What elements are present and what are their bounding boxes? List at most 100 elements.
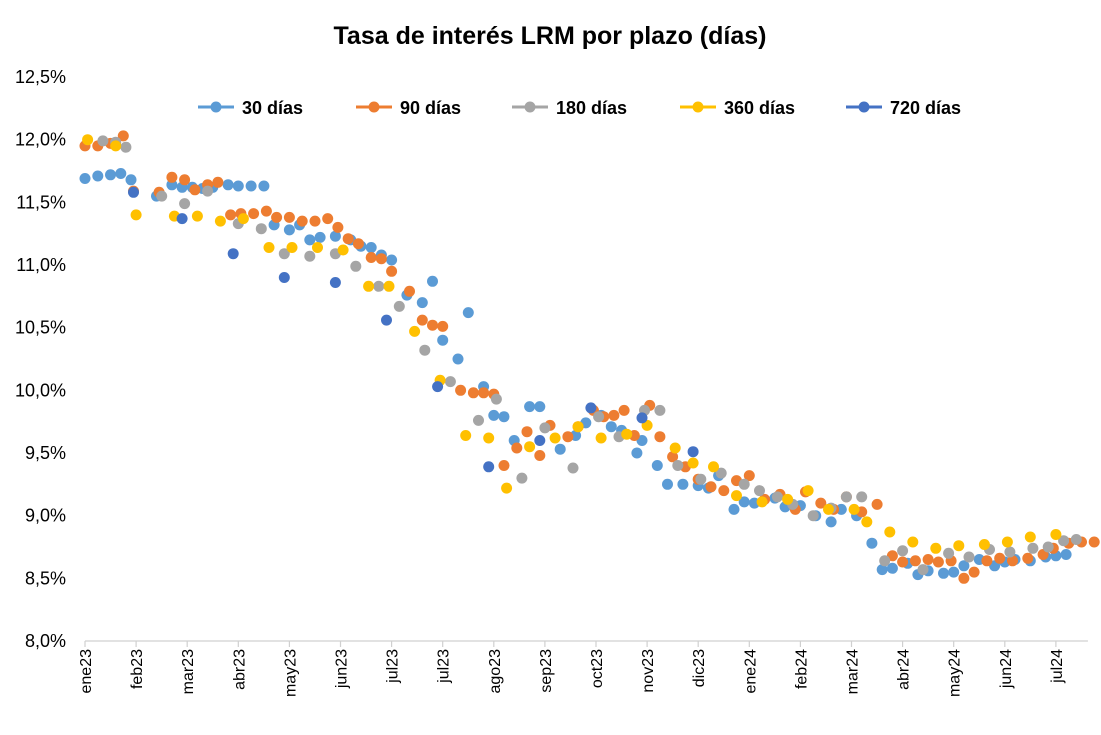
data-point: [283, 224, 295, 236]
data-point: [416, 297, 428, 309]
data-point: [654, 431, 666, 443]
series-2: [79, 130, 1100, 584]
y-tick-label: 12,5%: [15, 67, 66, 87]
data-point: [743, 470, 755, 482]
data-point: [886, 562, 898, 574]
data-point: [807, 510, 819, 522]
data-point: [534, 450, 546, 461]
data-point: [156, 190, 168, 202]
data-point: [432, 381, 444, 393]
data-point: [278, 248, 290, 260]
data-point: [309, 215, 321, 227]
plot-area: [79, 130, 1100, 584]
data-point: [840, 491, 852, 503]
data-point: [835, 503, 847, 515]
data-point: [981, 555, 993, 567]
data-point: [782, 493, 794, 505]
data-point: [314, 231, 326, 243]
data-point: [994, 552, 1006, 564]
data-point: [283, 211, 295, 223]
data-point: [667, 451, 679, 463]
x-tick-label: feb24: [793, 649, 810, 689]
data-point: [222, 179, 234, 191]
y-tick-label: 10,0%: [15, 380, 66, 400]
x-tick-label: nov23: [640, 649, 657, 693]
x-tick-label: ene23: [78, 649, 95, 694]
x-tick-label: may23: [282, 649, 299, 697]
data-point: [79, 173, 91, 184]
data-point: [593, 411, 605, 423]
legend-item: 360 días: [680, 98, 795, 118]
data-point: [296, 215, 308, 227]
data-point: [498, 411, 510, 423]
data-point: [511, 442, 523, 454]
data-point: [483, 461, 495, 473]
data-point: [191, 210, 203, 222]
x-tick-label: abr23: [231, 649, 248, 690]
data-point: [115, 168, 127, 179]
data-point: [524, 401, 536, 413]
series-1: [79, 168, 1072, 581]
data-point: [958, 560, 970, 572]
data-point: [271, 211, 283, 223]
data-point: [97, 135, 109, 147]
data-point: [917, 564, 929, 576]
data-point: [815, 497, 827, 509]
data-point: [567, 462, 579, 474]
data-point: [1070, 534, 1082, 545]
data-point: [677, 478, 689, 490]
data-point: [105, 169, 116, 181]
data-point: [258, 180, 270, 192]
data-point: [488, 409, 500, 421]
data-point: [631, 447, 643, 459]
data-point: [427, 275, 438, 287]
data-point: [938, 567, 949, 579]
legend: 30 días 90 días 180 días 360 días 720 días: [198, 98, 961, 118]
x-tick-label: jun24: [998, 649, 1015, 689]
data-point: [237, 213, 249, 225]
x-tick-label: abr24: [896, 649, 913, 690]
data-point: [754, 485, 765, 497]
data-point: [260, 205, 272, 217]
data-point: [953, 540, 965, 552]
data-point: [825, 516, 837, 528]
data-point: [731, 490, 742, 502]
data-point: [943, 547, 955, 559]
data-point: [1004, 546, 1016, 558]
data-point: [381, 314, 392, 326]
data-point: [501, 482, 513, 494]
legend-label: 180 días: [556, 98, 627, 118]
data-point: [771, 491, 783, 503]
data-point: [572, 421, 584, 433]
data-point: [120, 141, 132, 153]
data-point: [473, 414, 484, 426]
x-tick-label: jun23: [334, 649, 351, 689]
data-point: [539, 422, 551, 434]
data-point: [738, 496, 750, 508]
data-point: [802, 485, 814, 497]
data-point: [884, 526, 896, 538]
x-tick-label: mar23: [180, 649, 197, 694]
data-point: [498, 460, 510, 471]
data-point: [585, 402, 597, 414]
data-point: [756, 496, 768, 508]
data-point: [651, 460, 663, 471]
data-point: [718, 485, 730, 497]
legend-label: 90 días: [400, 98, 461, 118]
data-point: [365, 252, 377, 263]
data-point: [695, 473, 707, 485]
legend-label: 720 días: [890, 98, 961, 118]
data-point: [1022, 552, 1034, 564]
data-point: [948, 566, 960, 578]
data-point: [166, 171, 178, 183]
x-tick-label: mar24: [845, 649, 862, 694]
y-tick-label: 10,5%: [15, 318, 66, 338]
data-point: [409, 325, 421, 337]
legend-marker: [210, 101, 222, 113]
data-point: [202, 185, 214, 197]
data-point: [483, 432, 495, 444]
data-point: [92, 170, 104, 182]
data-point: [263, 242, 275, 253]
legend-item: 90 días: [356, 98, 461, 118]
data-point: [672, 460, 684, 471]
